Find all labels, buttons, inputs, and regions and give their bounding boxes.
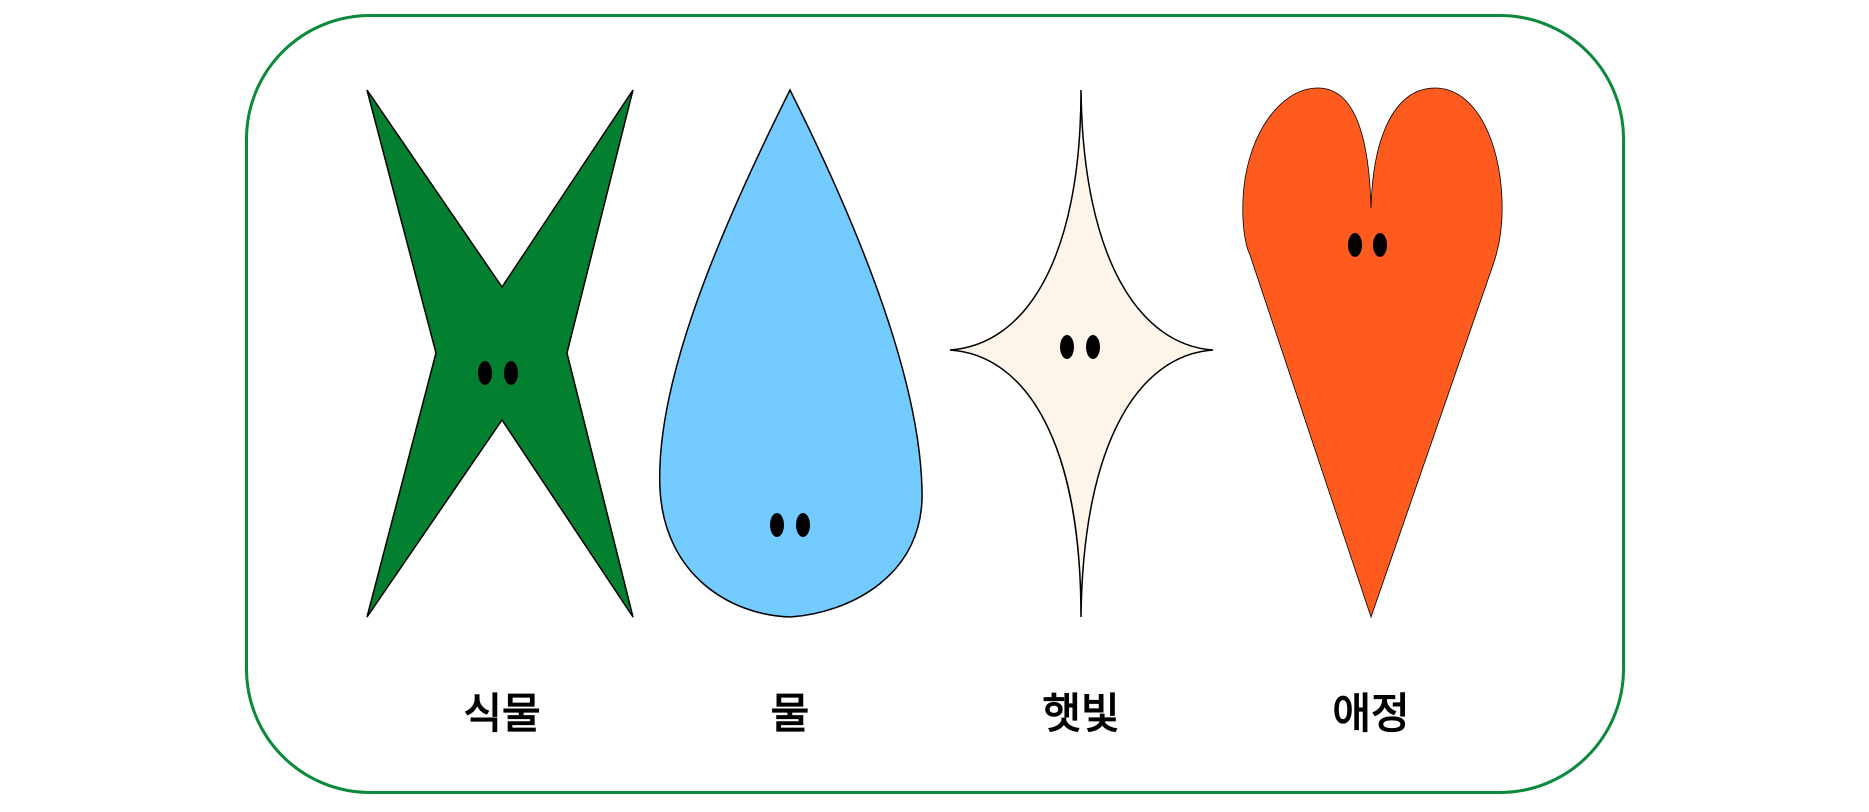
- label-plant: 식물: [463, 689, 541, 738]
- water-figure: [658, 88, 923, 618]
- label-sunlight: 햇빛: [1042, 689, 1120, 738]
- heart-icon: [1242, 87, 1503, 619]
- right-eye: [1373, 233, 1387, 257]
- water-drop-icon: [658, 88, 923, 618]
- sparkle-star-icon: [949, 89, 1214, 618]
- label-water: 물: [770, 689, 810, 738]
- label-affection: 애정: [1332, 689, 1410, 738]
- plant-figure: [366, 89, 634, 618]
- left-eye: [1060, 335, 1074, 359]
- affection-figure: [1242, 87, 1503, 619]
- right-eye: [796, 513, 810, 537]
- right-eye: [1086, 335, 1100, 359]
- sunlight-figure: [949, 89, 1214, 618]
- left-eye: [478, 361, 492, 385]
- left-eye: [1348, 233, 1362, 257]
- x-star-icon: [366, 89, 634, 618]
- left-eye: [770, 513, 784, 537]
- right-eye: [504, 361, 518, 385]
